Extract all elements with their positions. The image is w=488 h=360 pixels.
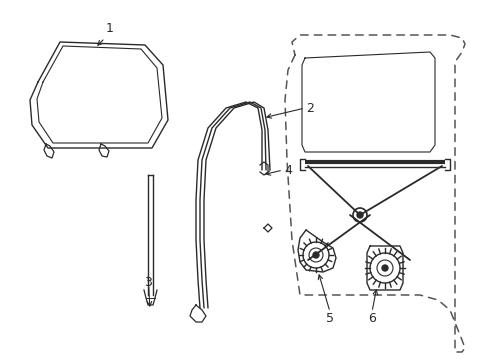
Text: 6: 6 [367,311,375,324]
Circle shape [381,265,387,271]
Text: 2: 2 [305,102,313,114]
Text: 1: 1 [106,22,114,35]
Circle shape [356,212,362,218]
Circle shape [312,252,318,258]
Text: 4: 4 [284,163,291,176]
Text: 3: 3 [144,275,152,288]
Text: 5: 5 [325,311,333,324]
